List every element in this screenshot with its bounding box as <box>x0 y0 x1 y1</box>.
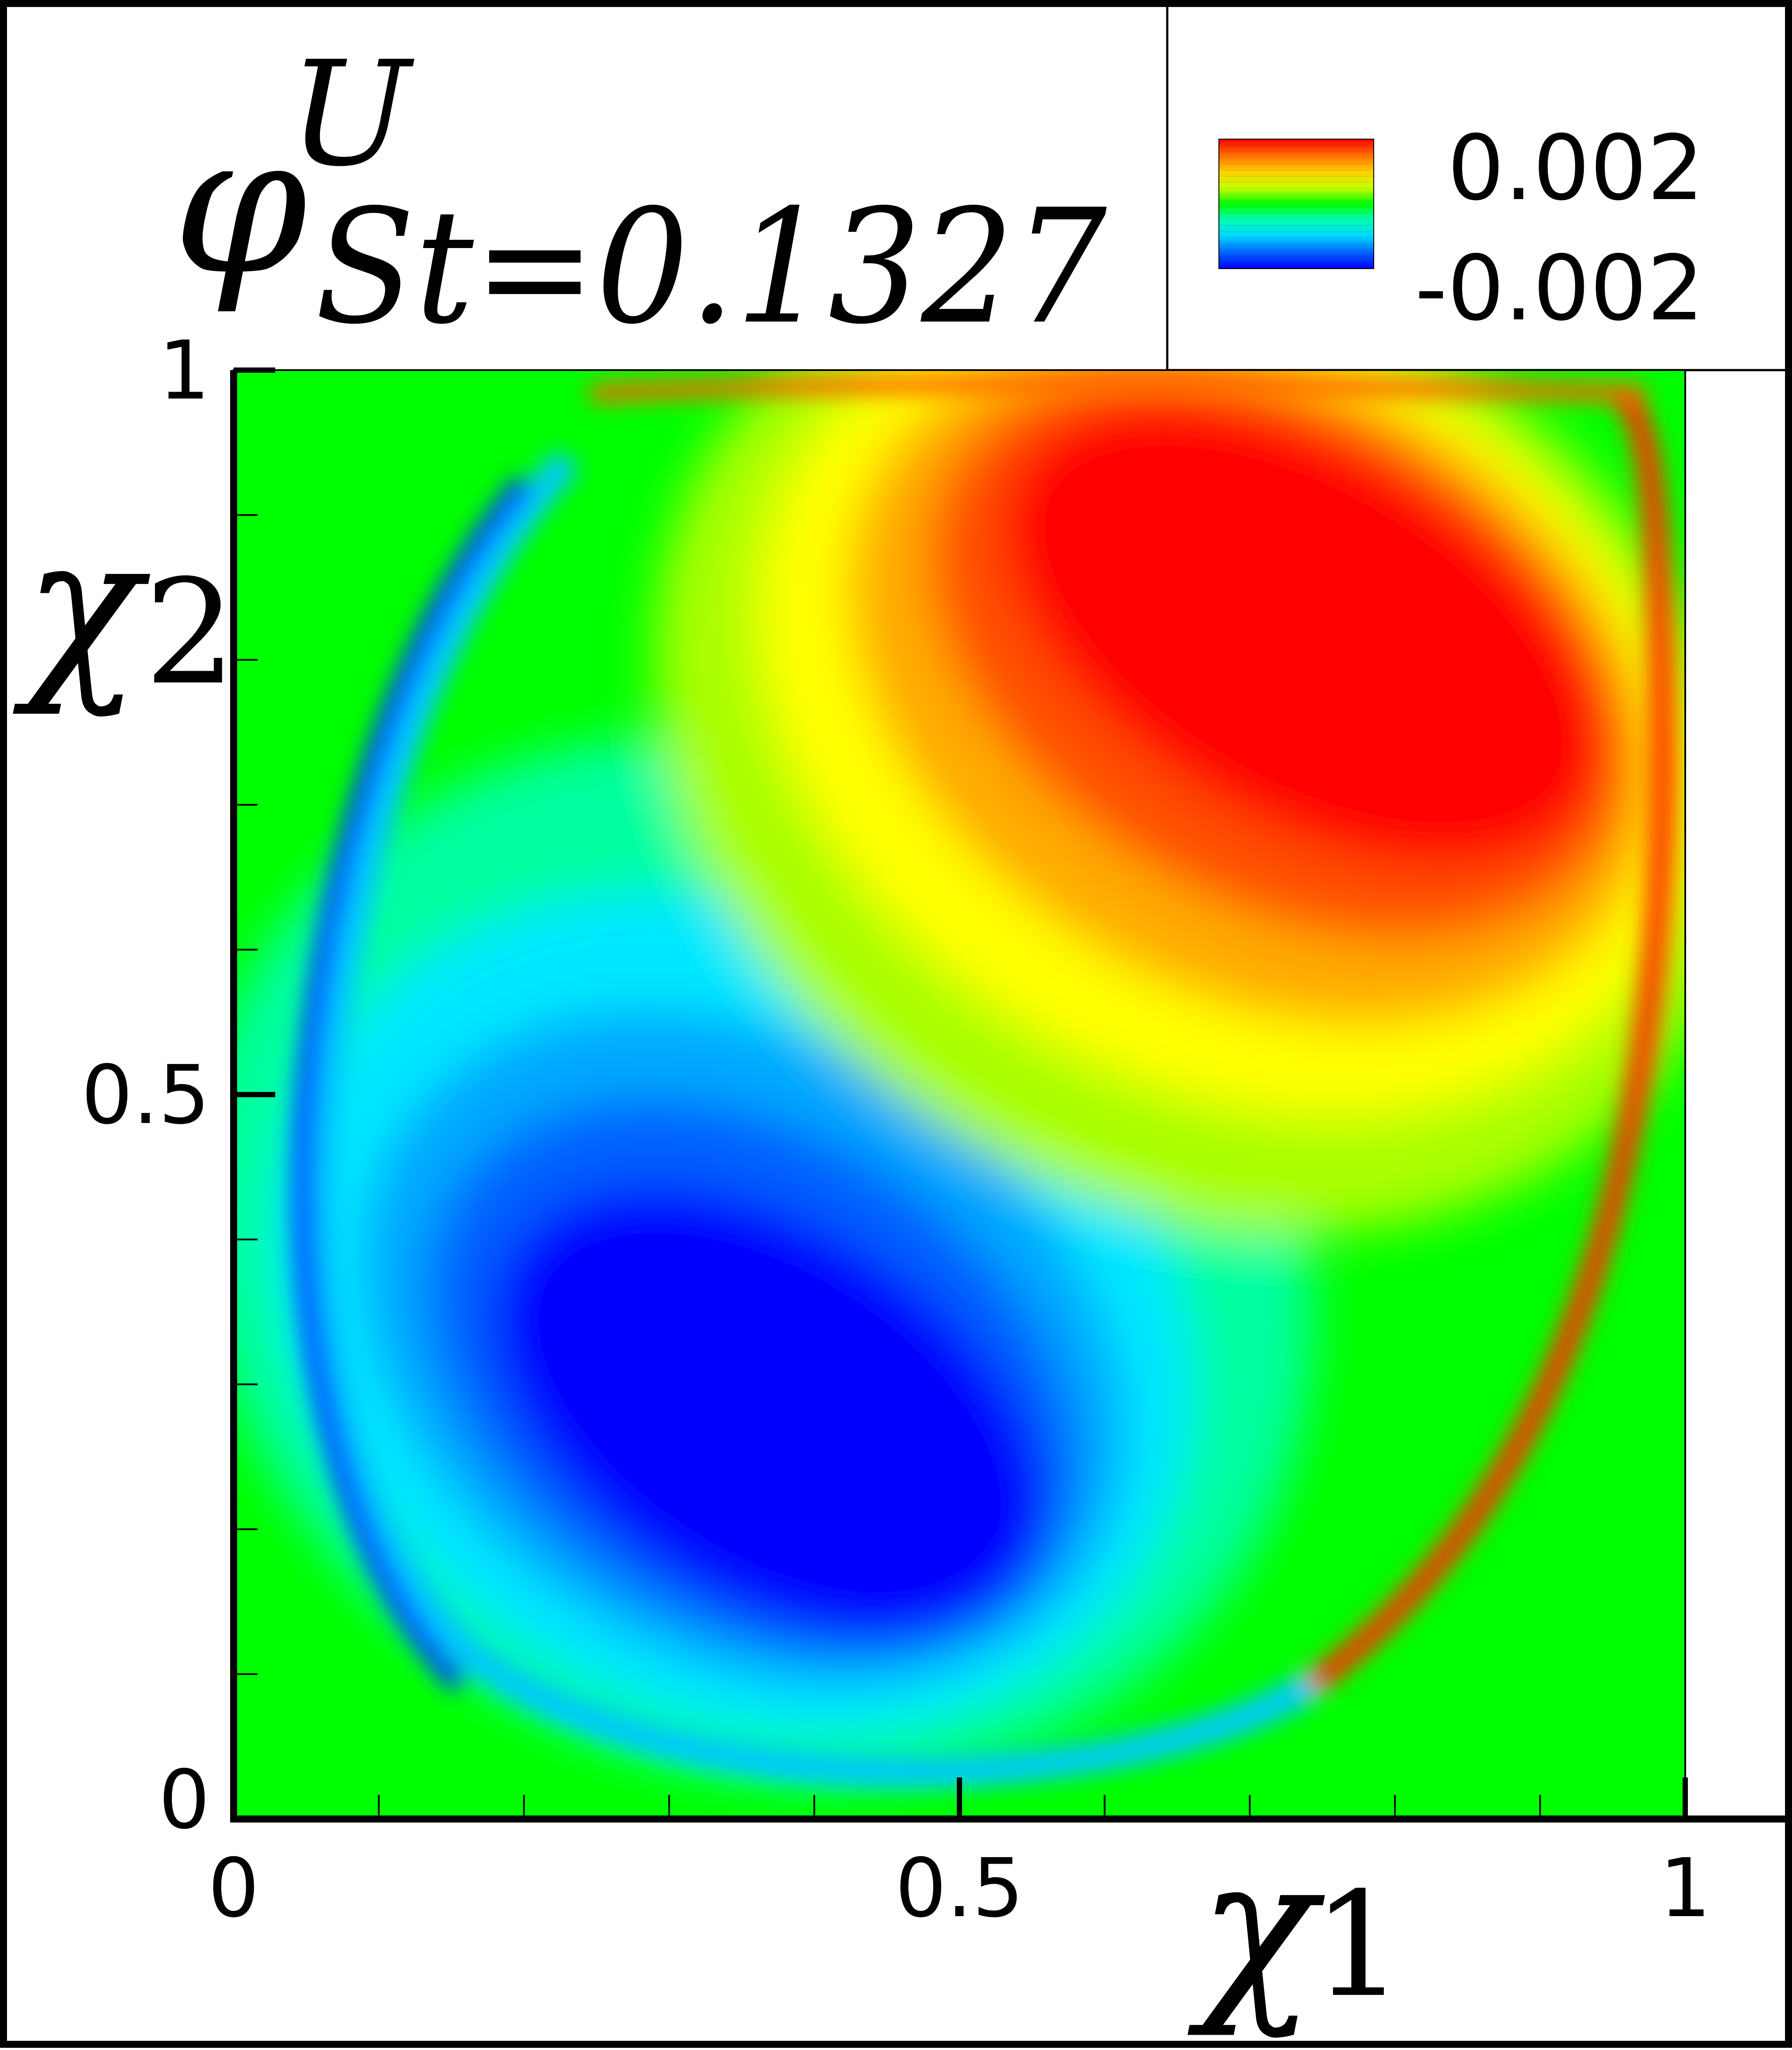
x-tick-label: 0 <box>208 1841 259 1935</box>
title-subscript: St=0.1327 <box>315 175 1107 359</box>
title-symbol: φ <box>173 93 308 317</box>
colorbar-min-label: -0.002 <box>1415 237 1704 341</box>
y-tick-label: 0.5 <box>81 1048 210 1142</box>
major-ticks <box>231 367 1688 1822</box>
minor-ticks <box>234 514 1541 1819</box>
y-axis-label: χ 2 <box>12 495 236 719</box>
contour-field <box>234 370 1685 1819</box>
tick-labels: 0 0.5 1 0 0.5 1 <box>81 323 1711 1935</box>
title-superscript: U <box>289 30 415 198</box>
legend: 0.002 -0.002 <box>1166 3 1788 371</box>
y-axis-label-base: χ <box>12 495 150 719</box>
y-tick-label: 0 <box>158 1753 210 1847</box>
x-tick-label: 1 <box>1659 1841 1711 1935</box>
colorbar-max-label: 0.002 <box>1447 116 1704 220</box>
y-tick-label: 1 <box>158 323 210 418</box>
x-axis-label-base: χ <box>1187 1816 1325 2040</box>
colorbar <box>1218 139 1374 269</box>
colorbar-bands <box>1219 139 1374 269</box>
y-axis-label-index: 2 <box>144 549 236 717</box>
x-tick-label: 0.5 <box>895 1841 1024 1935</box>
x-axis-label: χ 1 <box>1187 1816 1404 2040</box>
chart-title: φ U St=0.1327 <box>173 30 1107 359</box>
x-axis-label-index: 1 <box>1312 1861 1404 2029</box>
